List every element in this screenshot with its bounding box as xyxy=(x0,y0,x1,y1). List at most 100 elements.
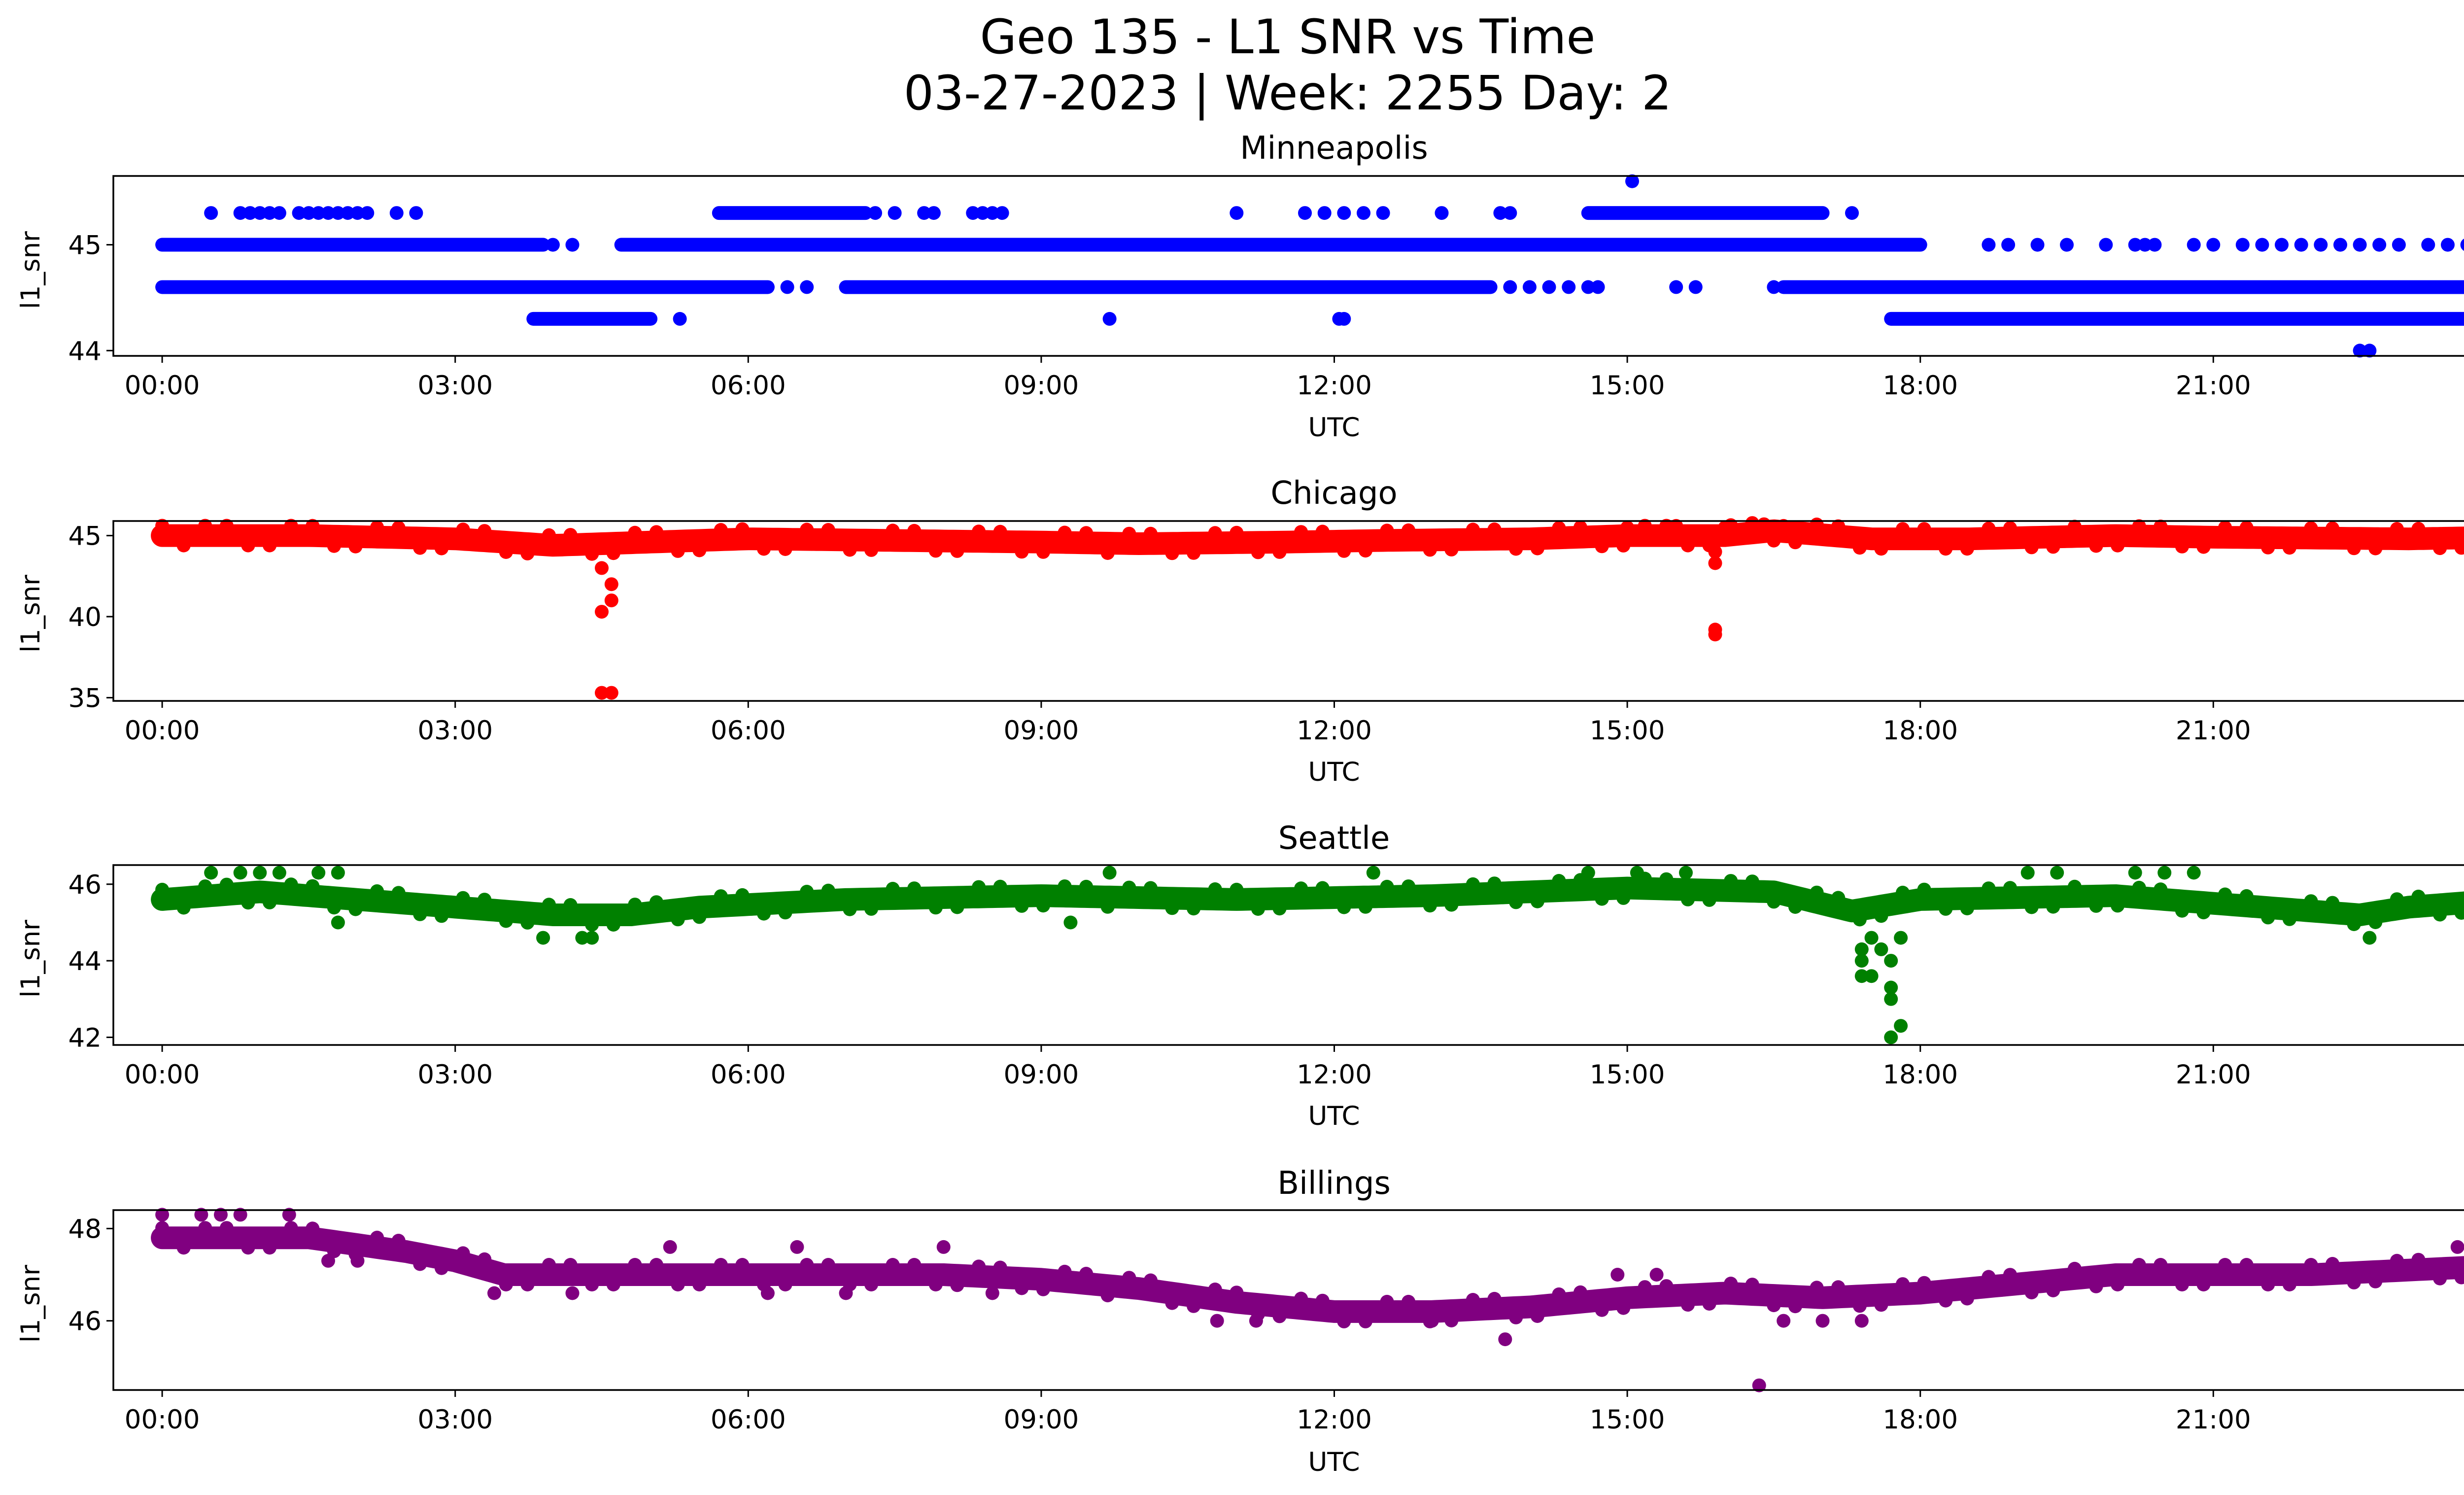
data-point xyxy=(595,686,609,700)
data-point xyxy=(155,1208,170,1222)
data-point xyxy=(2196,905,2211,920)
data-point xyxy=(1917,882,1931,897)
data-point xyxy=(2003,1268,2017,1282)
data-point xyxy=(1864,931,1879,945)
data-point xyxy=(2235,238,2250,252)
data-point xyxy=(1423,543,1437,557)
data-point xyxy=(1122,880,1136,895)
data-point xyxy=(263,538,277,553)
data-point xyxy=(1487,522,1502,536)
data-point xyxy=(1402,879,1416,894)
data-point xyxy=(1036,545,1050,559)
data-point xyxy=(233,866,247,880)
data-point xyxy=(2326,896,2340,910)
x-tick-label: 00:00 xyxy=(125,1060,200,1090)
data-point xyxy=(1854,954,1869,968)
data-point xyxy=(2392,238,2406,252)
data-point xyxy=(780,280,794,294)
x-tick-label: 00:00 xyxy=(125,716,200,746)
x-tick-label: 21:00 xyxy=(2176,371,2251,401)
data-point xyxy=(284,1221,298,1235)
data-point xyxy=(2304,521,2318,535)
data-point xyxy=(1509,895,1523,909)
data-point xyxy=(2218,1258,2232,1272)
data-point xyxy=(198,519,212,533)
data-point xyxy=(2261,1278,2275,1291)
data-point xyxy=(2046,540,2060,554)
data-point xyxy=(321,1253,335,1268)
data-point xyxy=(1380,1294,1394,1309)
data-point xyxy=(1272,1309,1287,1323)
data-point xyxy=(1444,1314,1459,1327)
data-point xyxy=(907,881,922,896)
data-point xyxy=(1487,876,1502,891)
data-point xyxy=(1530,1309,1544,1323)
x-tick-label: 00:00 xyxy=(125,1405,200,1435)
x-tick-label: 06:00 xyxy=(711,716,786,746)
data-point xyxy=(2304,1258,2318,1272)
data-point xyxy=(843,543,857,557)
data-point xyxy=(1854,969,1869,983)
data-point xyxy=(331,866,345,880)
data-point xyxy=(2138,238,2152,252)
data-point xyxy=(1810,1281,1824,1295)
data-point xyxy=(1466,1293,1480,1307)
data-point xyxy=(917,206,931,220)
data-point xyxy=(671,912,685,927)
data-point xyxy=(1659,519,1674,533)
data-point xyxy=(2347,1275,2361,1289)
data-point xyxy=(1620,521,1635,535)
data-point xyxy=(886,523,900,538)
data-point xyxy=(2001,238,2016,252)
y-tick-label: 45 xyxy=(68,522,102,552)
data-point xyxy=(241,1241,255,1255)
minneapolis-panel: Minneapolis UTC l1_snr 00:00 03:00 06:00 09… xyxy=(16,130,2464,443)
data-point xyxy=(864,543,878,557)
data-point xyxy=(2282,1278,2296,1291)
data-point xyxy=(478,1252,492,1266)
x-tick-label: 09:00 xyxy=(1004,371,1079,401)
data-point xyxy=(585,918,599,932)
data-point xyxy=(2454,1270,2464,1285)
data-point xyxy=(2368,541,2383,556)
y-tick-label: 45 xyxy=(68,231,102,261)
data-point xyxy=(2275,238,2289,252)
data-point xyxy=(995,206,1009,220)
data-point xyxy=(778,1278,792,1291)
data-point xyxy=(606,1278,620,1291)
data-point xyxy=(272,206,286,220)
data-point xyxy=(663,1240,677,1254)
data-point xyxy=(1659,1279,1674,1293)
data-point xyxy=(219,519,234,533)
data-point xyxy=(389,206,404,220)
data-point xyxy=(2128,238,2142,252)
data-point xyxy=(1864,969,1879,983)
data-point xyxy=(2020,866,2035,880)
data-point xyxy=(2148,238,2162,252)
data-point xyxy=(628,1258,642,1272)
data-point xyxy=(2255,238,2269,252)
data-point xyxy=(2067,520,2082,534)
data-point xyxy=(1745,1278,1759,1292)
data-point xyxy=(214,1208,228,1222)
data-point xyxy=(585,931,599,945)
data-point xyxy=(650,1258,663,1272)
data-point xyxy=(194,1208,208,1222)
data-point xyxy=(176,538,191,553)
data-point xyxy=(1702,893,1716,907)
x-tick-label: 03:00 xyxy=(417,1060,493,1090)
data-point xyxy=(520,1278,535,1291)
data-point xyxy=(1982,1270,1996,1284)
data-point xyxy=(671,544,685,558)
data-point xyxy=(1230,525,1244,540)
data-point xyxy=(1102,866,1117,880)
data-point xyxy=(2450,1240,2464,1254)
data-point xyxy=(692,1278,707,1291)
data-point xyxy=(714,889,728,904)
data-point xyxy=(2333,238,2347,252)
panel-title: Billings xyxy=(1277,1165,1391,1202)
data-point xyxy=(435,541,448,556)
data-point xyxy=(2024,900,2039,914)
data-point xyxy=(456,891,470,905)
data-point xyxy=(1380,879,1394,894)
